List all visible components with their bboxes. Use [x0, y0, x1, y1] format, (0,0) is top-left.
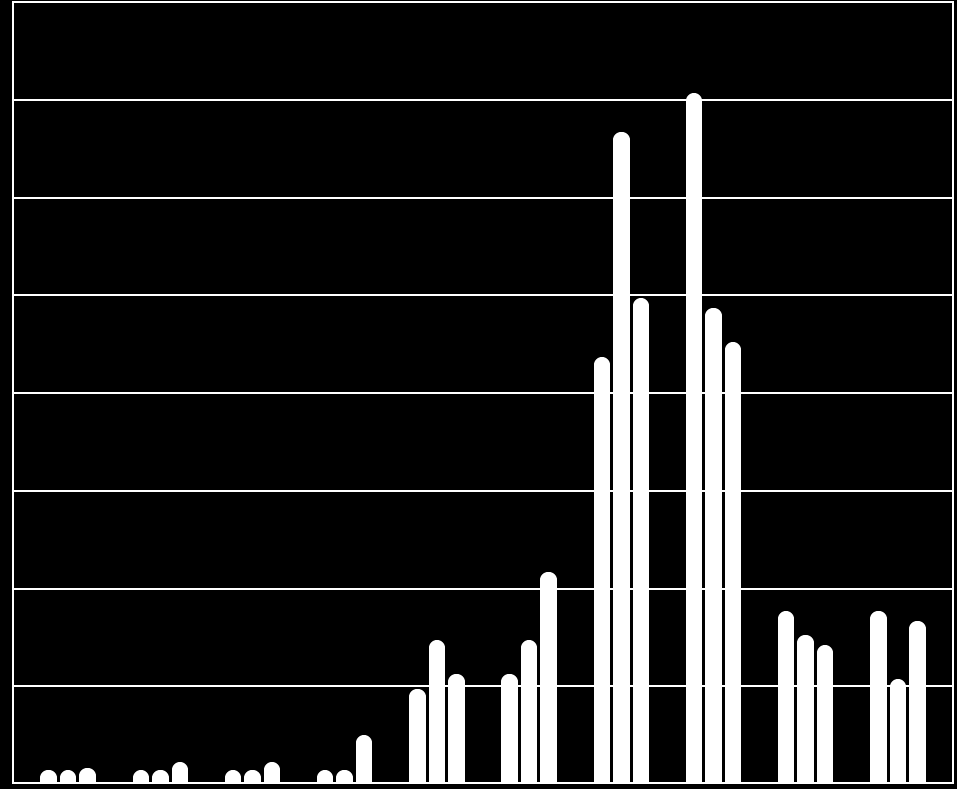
gridline	[12, 1, 954, 3]
gridline	[12, 588, 954, 590]
bar-chart	[12, 2, 954, 784]
gridline	[12, 685, 954, 687]
gridline	[12, 197, 954, 199]
gridline	[12, 490, 954, 492]
gridline	[12, 294, 954, 296]
gridline	[12, 99, 954, 101]
gridline	[12, 392, 954, 394]
